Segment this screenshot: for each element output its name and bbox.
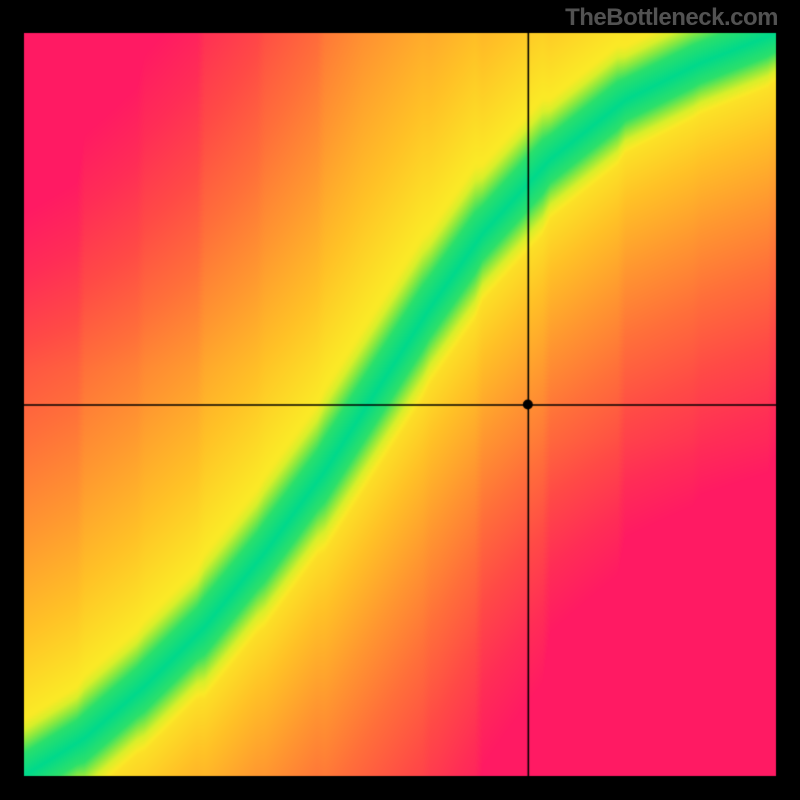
bottleneck-heatmap: [0, 0, 800, 800]
watermark-text: TheBottleneck.com: [565, 4, 778, 32]
